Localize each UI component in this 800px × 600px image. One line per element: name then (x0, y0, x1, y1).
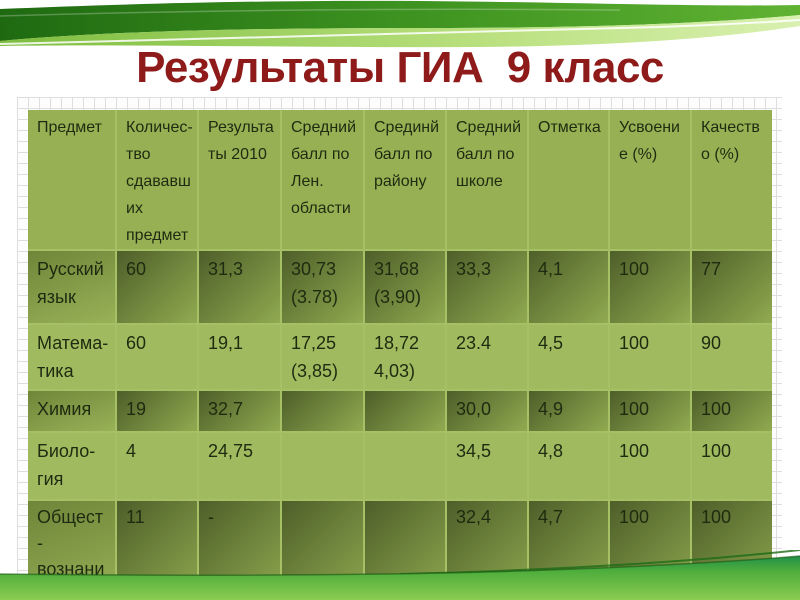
table-cell: 34,5 (446, 432, 529, 501)
table-cell: 30,0 (446, 390, 529, 433)
table-cell (281, 390, 365, 433)
table-cell: 4,9 (528, 390, 610, 433)
table-cell: 100 (609, 432, 692, 501)
table-cell: 31,68 (3,90) (364, 250, 447, 325)
table-cell: 100 (691, 500, 772, 600)
subject-cell: Биоло-гия (28, 432, 117, 501)
table-cell: 4,7 (528, 500, 610, 600)
table-cell: - (198, 500, 282, 600)
subject-cell: Русский язык (28, 250, 117, 325)
subject-cell: Химия (28, 390, 117, 433)
table-cell (281, 500, 365, 600)
table-cell: 100 (609, 324, 692, 391)
table-cell: 33,3 (446, 250, 529, 325)
table-cell: 18,72 4,03) (364, 324, 447, 391)
table-cell: 100 (609, 390, 692, 433)
table-cell: 100 (609, 250, 692, 325)
column-header: Качество (%) (691, 110, 772, 251)
table-cell: 32,7 (198, 390, 282, 433)
column-header: Усвоение (%) (609, 110, 692, 251)
table-cell: 4 (116, 432, 199, 501)
table-cell: 30,73 (3.78) (281, 250, 365, 325)
table-cell: 31,3 (198, 250, 282, 325)
table-cell: 100 (691, 390, 772, 433)
column-header: Результаты 2010 (198, 110, 282, 251)
column-header: Средний балл по Лен. области (281, 110, 365, 251)
table-cell: 11 (116, 500, 199, 600)
column-header: Средний балл по школе (446, 110, 529, 251)
table-cell (281, 432, 365, 501)
table-cell: 60 (116, 324, 199, 391)
subject-cell: Общест - вознани е (28, 500, 117, 600)
table-cell: 90 (691, 324, 772, 391)
table-cell: 23.4 (446, 324, 529, 391)
table-cell: 100 (609, 500, 692, 600)
table-row: Русский язык 60 31,3 30,73 (3.78) 31,68 … (28, 250, 772, 325)
column-header: Количес-тво сдававших предмет (116, 110, 199, 251)
column-header: Предмет (28, 110, 117, 251)
table-cell (364, 432, 447, 501)
subject-cell: Матема-тика (28, 324, 117, 391)
column-header: Срединй балл по району (364, 110, 447, 251)
table-cell (364, 500, 447, 600)
table-row: Биоло-гия 4 24,75 34,5 4,8 100 100 (28, 432, 772, 501)
table-cell: 32,4 (446, 500, 529, 600)
table-cell: 4,8 (528, 432, 610, 501)
table-cell: 4,5 (528, 324, 610, 391)
table-cell: 19,1 (198, 324, 282, 391)
table-cell: 19 (116, 390, 199, 433)
table-cell: 4,1 (528, 250, 610, 325)
table-row: Общест - вознани е 11 - 32,4 4,7 100 100 (28, 500, 772, 600)
results-table: Предмет Количес-тво сдававших предмет Ре… (28, 110, 772, 600)
table-cell: 24,75 (198, 432, 282, 501)
slide-title: Результаты ГИА 9 класс (136, 43, 664, 92)
table-cell: 17,25 (3,85) (281, 324, 365, 391)
table-cell (364, 390, 447, 433)
table-row: Матема-тика 60 19,1 17,25 (3,85) 18,72 4… (28, 324, 772, 391)
column-header: Отметка (528, 110, 610, 251)
header-row: Предмет Количес-тво сдававших предмет Ре… (28, 110, 772, 251)
table-cell: 77 (691, 250, 772, 325)
table-row: Химия 19 32,7 30,0 4,9 100 100 (28, 390, 772, 433)
table-cell: 100 (691, 432, 772, 501)
table-cell: 60 (116, 250, 199, 325)
